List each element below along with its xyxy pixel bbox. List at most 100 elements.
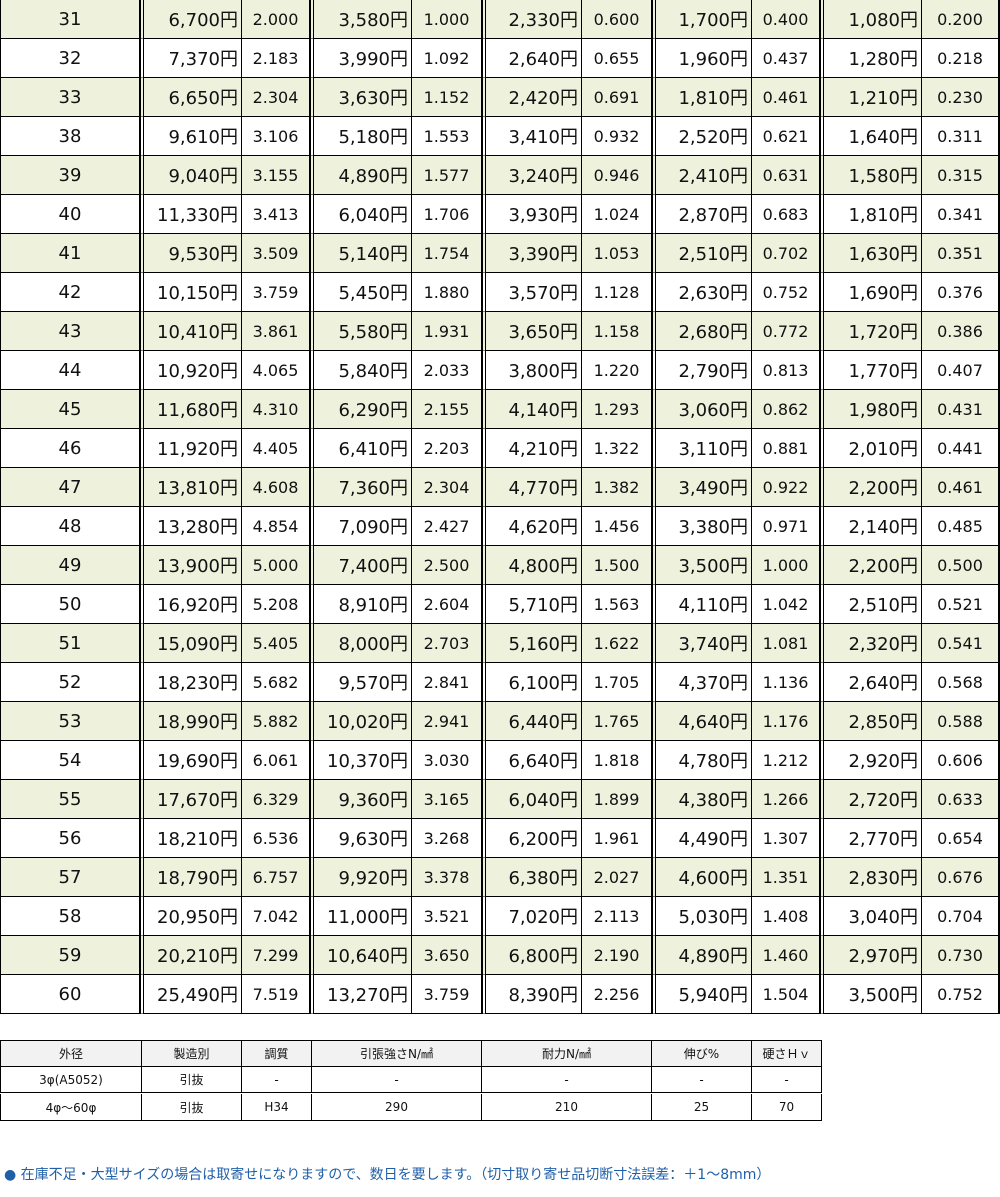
note: ● 在庫不足・大型サイズの場合は取寄せになりますので、数日を要します。（切寸取り… bbox=[4, 1167, 771, 1183]
price-cell: 6,700円 bbox=[140, 0, 242, 39]
price-cell: 3,490円 bbox=[652, 468, 752, 507]
price-cell: 18,790円 bbox=[140, 858, 242, 897]
weight-cell: 0.691 bbox=[582, 78, 652, 117]
price-cell: 2,510円 bbox=[820, 585, 922, 624]
size-cell: 58 bbox=[0, 897, 140, 936]
price-cell: 7,020円 bbox=[482, 897, 582, 936]
price-cell: 4,620円 bbox=[482, 507, 582, 546]
price-cell: 4,640円 bbox=[652, 702, 752, 741]
size-cell: 56 bbox=[0, 819, 140, 858]
price-cell: 6,040円 bbox=[310, 195, 412, 234]
size-cell: 60 bbox=[0, 975, 140, 1014]
price-cell: 4,370円 bbox=[652, 663, 752, 702]
weight-cell: 2.703 bbox=[412, 624, 482, 663]
spec-header: 製造別 bbox=[142, 1040, 242, 1067]
price-cell: 4,110円 bbox=[652, 585, 752, 624]
weight-cell: 5.682 bbox=[242, 663, 310, 702]
price-cell: 2,420円 bbox=[482, 78, 582, 117]
weight-cell: 0.752 bbox=[752, 273, 820, 312]
weight-cell: 0.600 bbox=[582, 0, 652, 39]
price-cell: 13,900円 bbox=[140, 546, 242, 585]
weight-cell: 0.315 bbox=[922, 156, 1000, 195]
price-cell: 2,200円 bbox=[820, 546, 922, 585]
price-cell: 2,010円 bbox=[820, 429, 922, 468]
weight-cell: 1.351 bbox=[752, 858, 820, 897]
price-cell: 9,920円 bbox=[310, 858, 412, 897]
price-cell: 7,090円 bbox=[310, 507, 412, 546]
price-cell: 1,700円 bbox=[652, 0, 752, 39]
spec-cell: 引抜 bbox=[142, 1067, 242, 1093]
weight-cell: 0.521 bbox=[922, 585, 1000, 624]
price-cell: 2,140円 bbox=[820, 507, 922, 546]
size-cell: 47 bbox=[0, 468, 140, 507]
price-cell: 10,920円 bbox=[140, 351, 242, 390]
weight-cell: 0.485 bbox=[922, 507, 1000, 546]
weight-cell: 1.382 bbox=[582, 468, 652, 507]
weight-cell: 3.521 bbox=[412, 897, 482, 936]
weight-cell: 0.772 bbox=[752, 312, 820, 351]
spec-cell: 210 bbox=[482, 1094, 652, 1121]
weight-cell: 1.152 bbox=[412, 78, 482, 117]
price-cell: 4,800円 bbox=[482, 546, 582, 585]
price-cell: 18,230円 bbox=[140, 663, 242, 702]
size-cell: 45 bbox=[0, 390, 140, 429]
size-cell: 39 bbox=[0, 156, 140, 195]
price-cell: 1,810円 bbox=[820, 195, 922, 234]
weight-cell: 1.158 bbox=[582, 312, 652, 351]
weight-cell: 1.899 bbox=[582, 780, 652, 819]
weight-cell: 0.407 bbox=[922, 351, 1000, 390]
size-cell: 53 bbox=[0, 702, 140, 741]
weight-cell: 6.061 bbox=[242, 741, 310, 780]
spec-cell: 290 bbox=[312, 1094, 482, 1121]
price-cell: 1,280円 bbox=[820, 39, 922, 78]
weight-cell: 0.500 bbox=[922, 546, 1000, 585]
size-cell: 55 bbox=[0, 780, 140, 819]
weight-cell: 1.456 bbox=[582, 507, 652, 546]
price-cell: 1,720円 bbox=[820, 312, 922, 351]
spec-cell: - bbox=[652, 1067, 752, 1093]
weight-cell: 1.622 bbox=[582, 624, 652, 663]
price-cell: 4,780円 bbox=[652, 741, 752, 780]
size-cell: 44 bbox=[0, 351, 140, 390]
price-cell: 18,990円 bbox=[140, 702, 242, 741]
weight-cell: 1.136 bbox=[752, 663, 820, 702]
size-cell: 41 bbox=[0, 234, 140, 273]
price-cell: 4,380円 bbox=[652, 780, 752, 819]
price-cell: 2,830円 bbox=[820, 858, 922, 897]
weight-cell: 2.427 bbox=[412, 507, 482, 546]
price-cell: 2,510円 bbox=[652, 234, 752, 273]
weight-cell: 0.932 bbox=[582, 117, 652, 156]
price-cell: 10,150円 bbox=[140, 273, 242, 312]
price-cell: 3,740円 bbox=[652, 624, 752, 663]
price-cell: 6,440円 bbox=[482, 702, 582, 741]
price-cell: 11,330円 bbox=[140, 195, 242, 234]
price-cell: 2,770円 bbox=[820, 819, 922, 858]
spec-cell: 25 bbox=[652, 1094, 752, 1121]
weight-cell: 0.400 bbox=[752, 0, 820, 39]
weight-cell: 0.441 bbox=[922, 429, 1000, 468]
price-cell: 3,570円 bbox=[482, 273, 582, 312]
weight-cell: 5.405 bbox=[242, 624, 310, 663]
weight-cell: 7.042 bbox=[242, 897, 310, 936]
size-cell: 31 bbox=[0, 0, 140, 39]
weight-cell: 1.504 bbox=[752, 975, 820, 1014]
weight-cell: 2.155 bbox=[412, 390, 482, 429]
weight-cell: 1.053 bbox=[582, 234, 652, 273]
price-cell: 1,580円 bbox=[820, 156, 922, 195]
price-cell: 13,270円 bbox=[310, 975, 412, 1014]
price-cell: 1,770円 bbox=[820, 351, 922, 390]
weight-cell: 1.706 bbox=[412, 195, 482, 234]
weight-cell: 1.024 bbox=[582, 195, 652, 234]
weight-cell: 4.065 bbox=[242, 351, 310, 390]
price-cell: 10,370円 bbox=[310, 741, 412, 780]
price-cell: 7,360円 bbox=[310, 468, 412, 507]
price-cell: 5,030円 bbox=[652, 897, 752, 936]
size-cell: 49 bbox=[0, 546, 140, 585]
price-cell: 5,940円 bbox=[652, 975, 752, 1014]
weight-cell: 0.730 bbox=[922, 936, 1000, 975]
weight-cell: 1.961 bbox=[582, 819, 652, 858]
spec-header: 外径 bbox=[0, 1040, 142, 1067]
price-cell: 11,000円 bbox=[310, 897, 412, 936]
weight-cell: 0.588 bbox=[922, 702, 1000, 741]
weight-cell: 0.922 bbox=[752, 468, 820, 507]
